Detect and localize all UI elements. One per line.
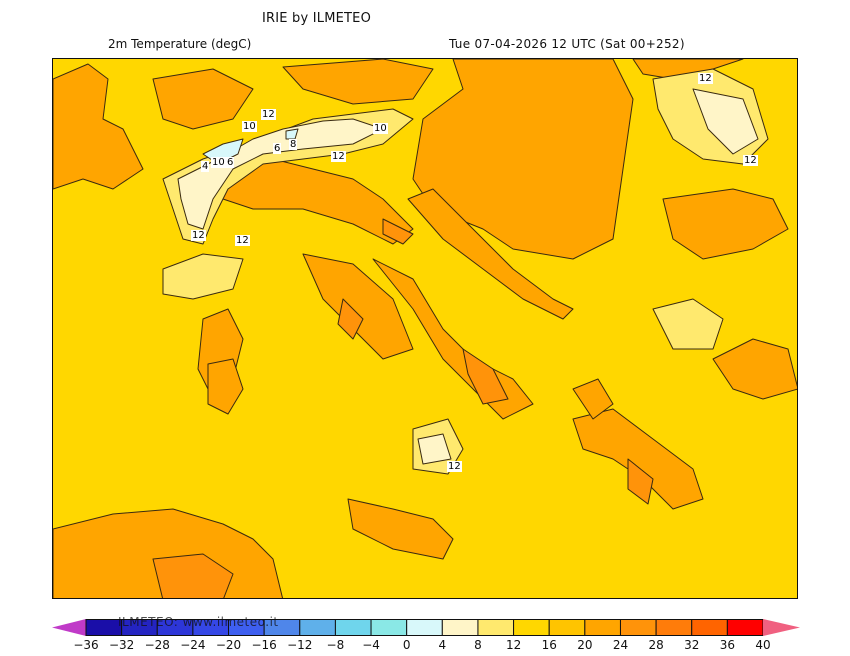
colorbar-swatch bbox=[548, 619, 586, 636]
contour-label: 6 bbox=[273, 143, 282, 154]
colorbar-tick-label: 16 bbox=[541, 638, 557, 652]
colorbar-swatch bbox=[477, 619, 515, 636]
colorbar-tick-label: −4 bbox=[362, 638, 380, 652]
colorbar-tick-label: −28 bbox=[144, 638, 170, 652]
colorbar-tick-label: 0 bbox=[402, 638, 411, 652]
colorbar-tick-label: −32 bbox=[108, 638, 135, 652]
contour-label: 12 bbox=[447, 461, 462, 472]
contour-label: 12 bbox=[235, 235, 250, 246]
temperature-colorbar bbox=[52, 619, 800, 636]
colorbar-tick-label: −16 bbox=[251, 638, 277, 652]
contour-label: 4 bbox=[201, 161, 210, 172]
colorbar-swatch bbox=[85, 619, 123, 636]
colorbar-swatch bbox=[370, 619, 408, 636]
colorbar-tick-label: −12 bbox=[287, 638, 313, 652]
colorbar-swatch bbox=[691, 619, 728, 636]
contour-fill-layer bbox=[53, 59, 797, 598]
colorbar-tick-label: −24 bbox=[180, 638, 206, 652]
colorbar-swatch bbox=[406, 619, 443, 636]
contour-label: 10 bbox=[373, 123, 388, 134]
colorbar-tick-label: −8 bbox=[326, 638, 345, 652]
colorbar-swatch bbox=[655, 619, 693, 636]
colorbar-tick-label: 32 bbox=[684, 638, 700, 652]
colorbar-swatch bbox=[441, 619, 479, 636]
colorbar-labels: −36 −32 −28 −24 −20 −16 −12 −8 −4 0 4 8 12 16 20 24 28 32… bbox=[0, 638, 850, 654]
contour-label: 10 bbox=[242, 121, 257, 132]
contour-label: 6 bbox=[226, 157, 235, 168]
valid-time-label: Tue 07-04-2026 12 UTC (Sat 00+252) bbox=[449, 37, 685, 51]
colorbar-swatch bbox=[299, 619, 336, 636]
contour-label: 10 bbox=[211, 157, 226, 168]
watermark: ILMETEO: www.ilmeteo.it bbox=[118, 615, 279, 629]
contour-label: 12 bbox=[698, 73, 713, 84]
colorbar-tick-label: −20 bbox=[215, 638, 242, 652]
colorbar-over-arrow bbox=[763, 619, 800, 636]
colorbar-tick-label: 36 bbox=[719, 638, 735, 652]
colorbar-swatch bbox=[619, 619, 657, 636]
colorbar-tick-label: 40 bbox=[755, 638, 771, 652]
contour-label: 8 bbox=[289, 139, 298, 150]
colorbar-under-arrow bbox=[52, 619, 86, 636]
colorbar-swatch bbox=[334, 619, 372, 636]
colorbar-swatch bbox=[584, 619, 621, 636]
colorbar-swatch bbox=[726, 619, 764, 636]
contour-label: 12 bbox=[261, 109, 276, 120]
colorbar-swatch bbox=[513, 619, 550, 636]
colorbar-tick-label: 24 bbox=[612, 638, 629, 652]
map-title: IRIE by ILMETEO bbox=[262, 11, 372, 26]
contour-label: 12 bbox=[743, 155, 758, 166]
colorbar-tick-label: 12 bbox=[505, 638, 522, 652]
variable-label: 2m Temperature (degC) bbox=[108, 37, 252, 51]
colorbar-tick-label: 20 bbox=[577, 638, 593, 652]
contour-label: 12 bbox=[191, 230, 206, 241]
colorbar-tick-label: 4 bbox=[438, 638, 447, 652]
colorbar-tick-label: 28 bbox=[648, 638, 664, 652]
colorbar-tick-label: 8 bbox=[474, 638, 482, 652]
temperature-map: 12 10 10 6 8 12 4 10 6 12 12 12 12 12 bbox=[52, 58, 798, 599]
contour-label: 12 bbox=[331, 151, 346, 162]
colorbar-tick-label: −36 bbox=[73, 638, 99, 652]
